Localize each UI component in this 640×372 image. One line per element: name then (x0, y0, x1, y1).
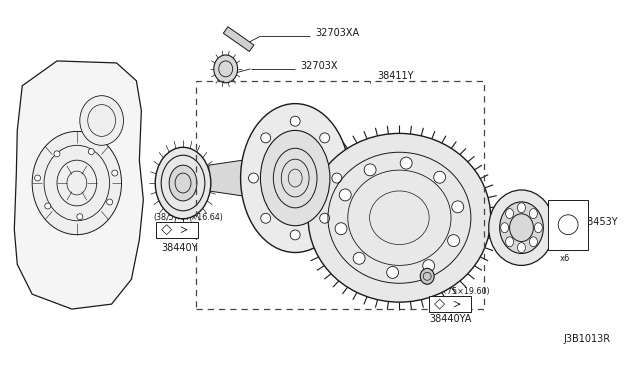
Ellipse shape (169, 165, 197, 201)
Ellipse shape (423, 260, 435, 272)
Ellipse shape (518, 203, 525, 213)
Text: (45×75×19.60): (45×75×19.60) (427, 287, 490, 296)
Ellipse shape (400, 157, 412, 169)
Ellipse shape (518, 243, 525, 253)
Ellipse shape (320, 133, 330, 143)
Ellipse shape (500, 202, 543, 253)
Bar (196, 81, 484, 309)
Ellipse shape (364, 164, 376, 176)
Polygon shape (14, 61, 143, 309)
Ellipse shape (112, 170, 118, 176)
Text: 38453Y: 38453Y (581, 217, 618, 227)
Ellipse shape (332, 173, 342, 183)
Ellipse shape (45, 203, 51, 209)
Ellipse shape (320, 213, 330, 223)
Ellipse shape (107, 199, 113, 205)
Text: 32703XA: 32703XA (315, 28, 359, 38)
Ellipse shape (353, 252, 365, 264)
Text: 38440YA: 38440YA (429, 314, 472, 324)
Text: 32703X: 32703X (300, 61, 338, 71)
Text: x6: x6 (560, 254, 570, 263)
Ellipse shape (534, 223, 542, 232)
Text: (38.5×67×16.64): (38.5×67×16.64) (153, 213, 223, 222)
Ellipse shape (35, 175, 40, 181)
Ellipse shape (260, 213, 271, 223)
Text: x10: x10 (446, 264, 464, 275)
Polygon shape (548, 200, 588, 250)
Bar (429, 296, 471, 312)
Ellipse shape (529, 209, 538, 218)
Ellipse shape (308, 134, 491, 302)
Ellipse shape (420, 268, 434, 284)
Text: 32701Y: 32701Y (268, 178, 304, 188)
Ellipse shape (248, 173, 259, 183)
Ellipse shape (32, 131, 122, 235)
Ellipse shape (290, 116, 300, 126)
Ellipse shape (88, 149, 94, 155)
Ellipse shape (529, 237, 538, 247)
Ellipse shape (214, 55, 237, 83)
Ellipse shape (500, 223, 509, 232)
Ellipse shape (290, 230, 300, 240)
Ellipse shape (506, 209, 513, 218)
Ellipse shape (506, 237, 513, 247)
Ellipse shape (77, 214, 83, 219)
Ellipse shape (447, 235, 460, 247)
Ellipse shape (434, 171, 445, 183)
Ellipse shape (489, 190, 554, 265)
Ellipse shape (260, 131, 330, 226)
Ellipse shape (452, 201, 464, 213)
Ellipse shape (241, 104, 350, 253)
Ellipse shape (156, 147, 211, 219)
Ellipse shape (260, 133, 271, 143)
Polygon shape (209, 160, 243, 196)
Ellipse shape (339, 189, 351, 201)
Text: J3B1013R: J3B1013R (563, 334, 611, 344)
Bar (156, 222, 198, 238)
Text: 38440Y: 38440Y (161, 243, 198, 253)
Text: 38411Y: 38411Y (378, 71, 414, 81)
Polygon shape (223, 27, 254, 51)
Polygon shape (348, 166, 350, 190)
Ellipse shape (335, 223, 347, 235)
Ellipse shape (80, 96, 124, 145)
Ellipse shape (54, 151, 60, 157)
Ellipse shape (387, 266, 399, 278)
